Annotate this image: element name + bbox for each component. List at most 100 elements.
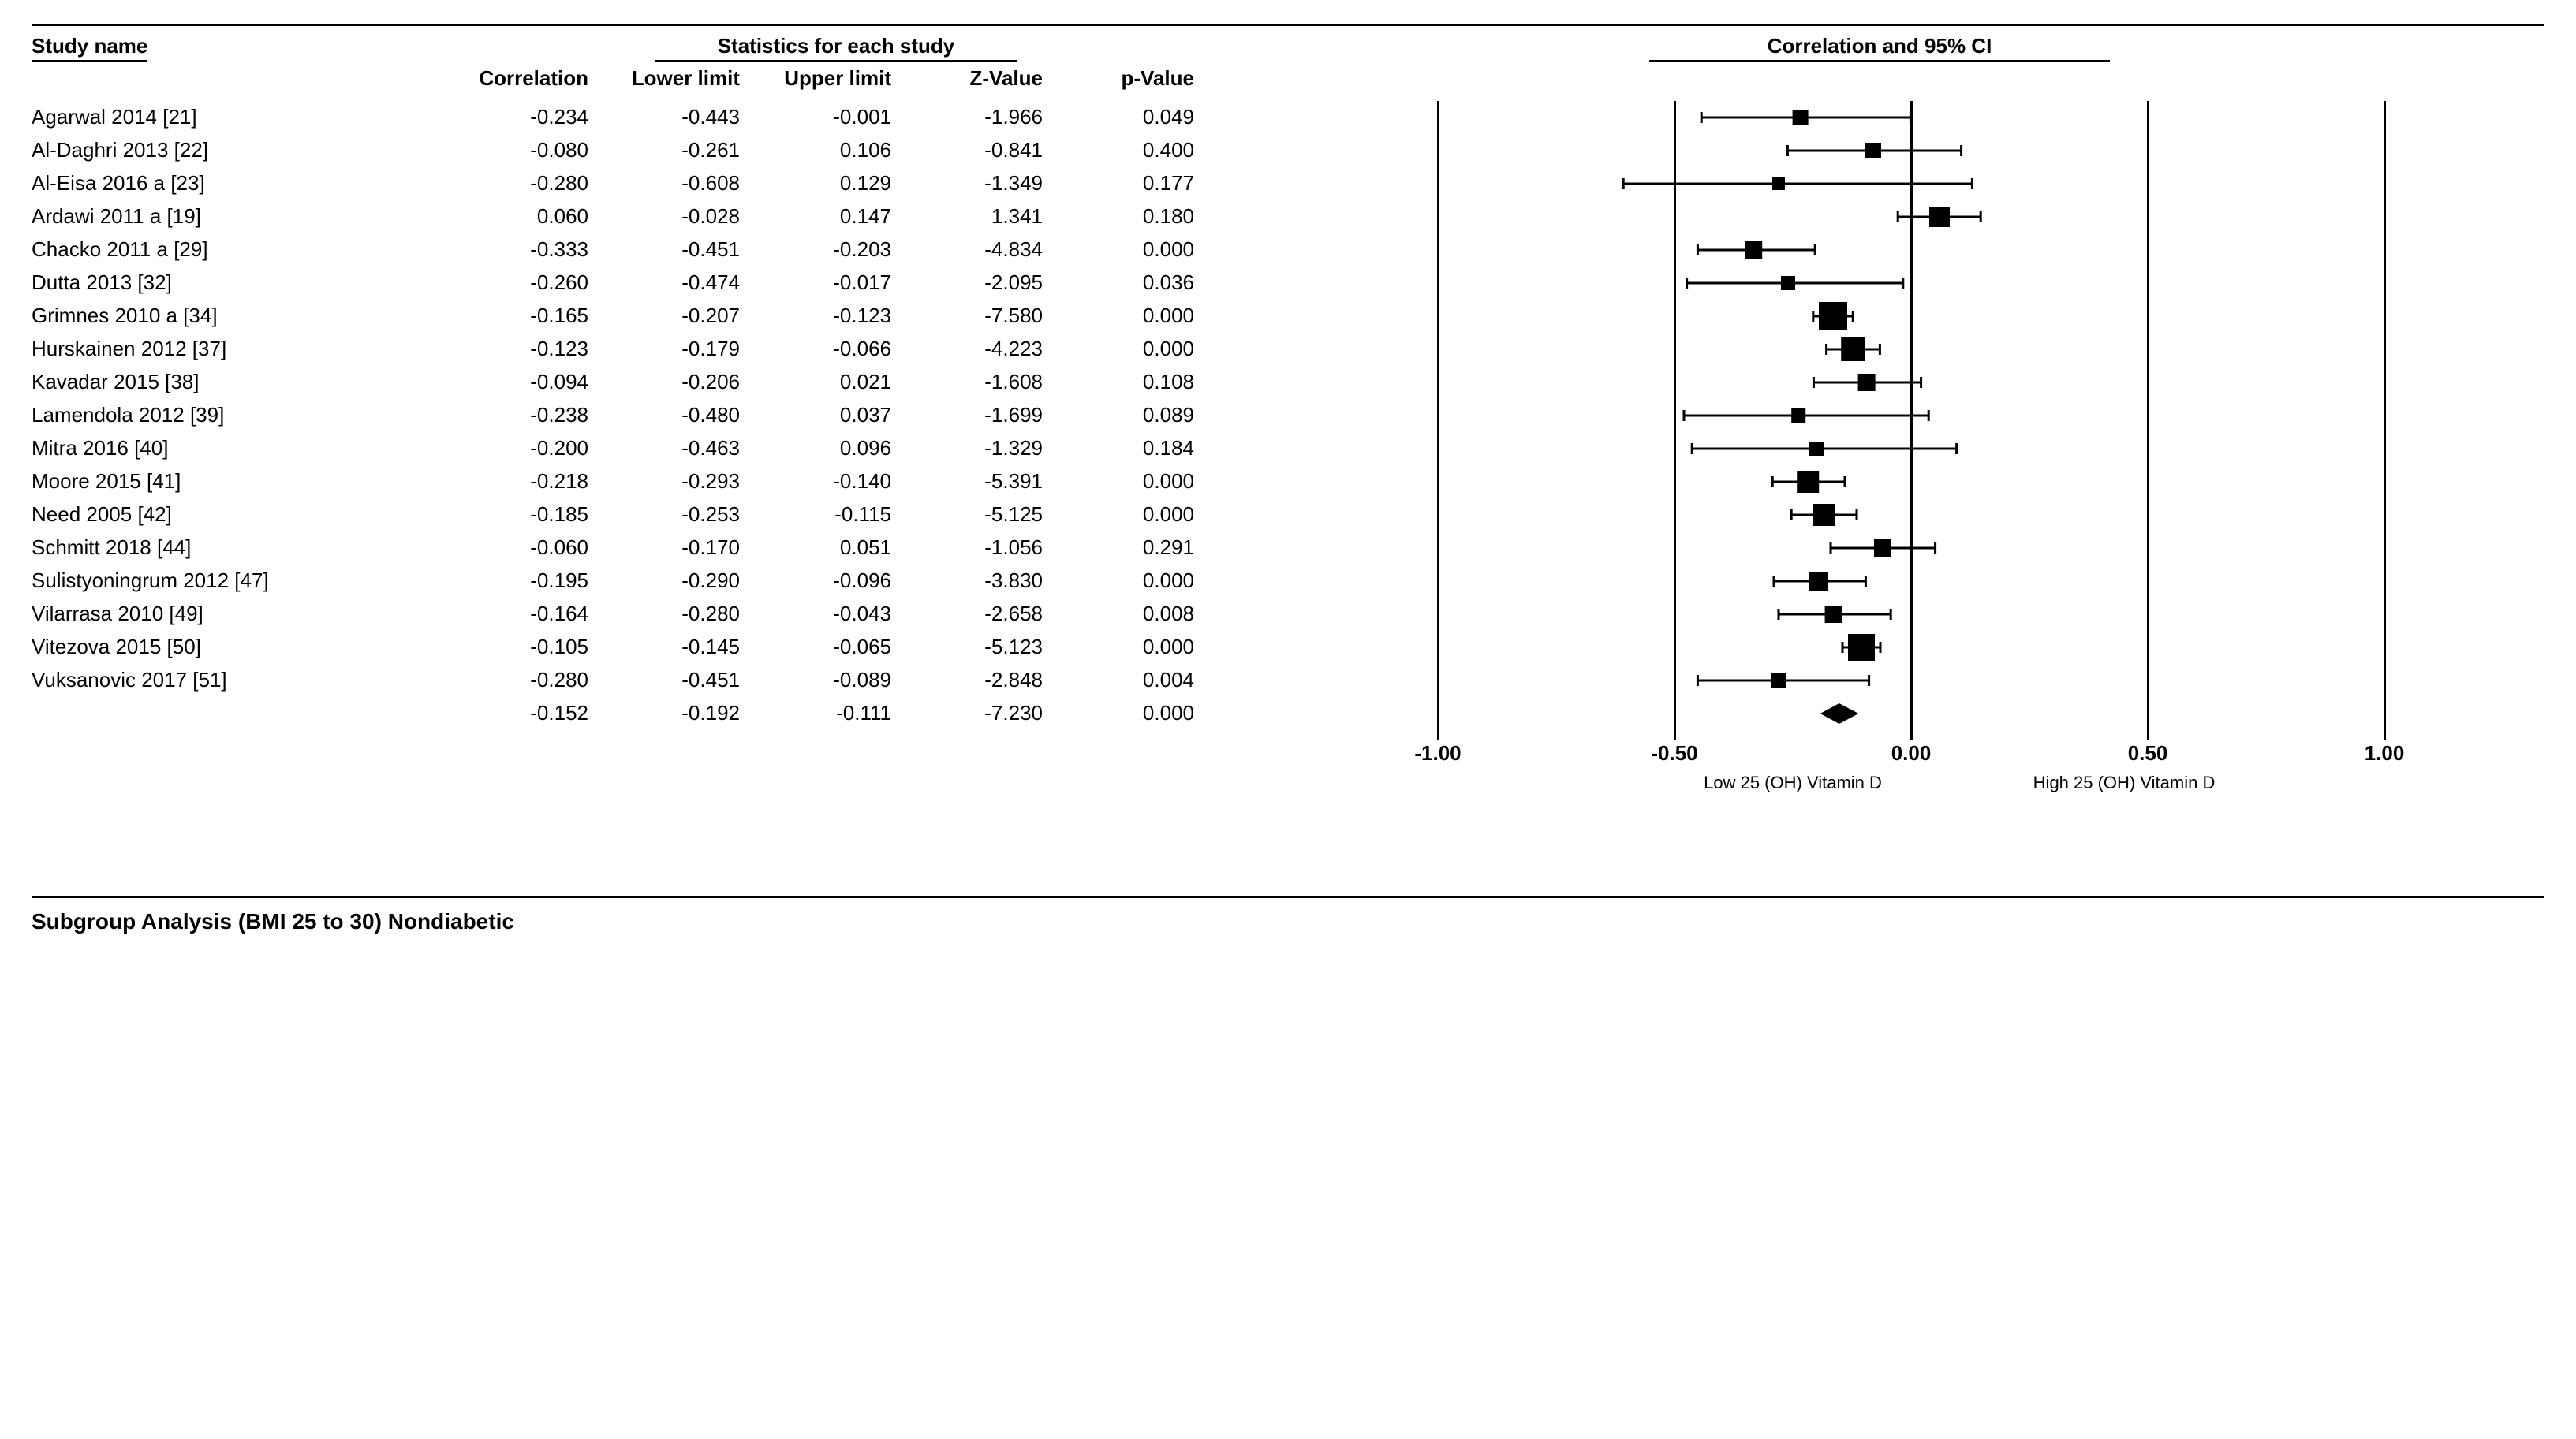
cell-upper: 0.037: [760, 403, 912, 427]
forest-row: [1438, 531, 2384, 565]
forest-row: [1438, 267, 2384, 300]
study-name: Vitezova 2015 [50]: [32, 635, 457, 659]
forest-row: [1438, 664, 2384, 697]
study-row: Ardawi 2011 a [19]0.060-0.0280.1471.3410…: [32, 200, 1215, 233]
cell-lower: -0.463: [609, 436, 760, 460]
forest-row: [1438, 366, 2384, 399]
cell-p: 0.036: [1063, 270, 1215, 295]
study-name: Agarwal 2014 [21]: [32, 105, 457, 129]
cell-lower: -0.261: [609, 138, 760, 162]
cell-lower: -0.179: [609, 337, 760, 361]
cell-corr: -0.200: [457, 436, 609, 460]
cell-upper: 0.106: [760, 138, 912, 162]
cell-corr: -0.280: [457, 668, 609, 692]
cell-lower: -0.290: [609, 569, 760, 593]
study-name: Schmitt 2018 [44]: [32, 535, 457, 560]
study-row: Al-Eisa 2016 a [23]-0.280-0.6080.129-1.3…: [32, 167, 1215, 200]
study-name: Hurskainen 2012 [37]: [32, 337, 457, 361]
cell-p: 0.004: [1063, 668, 1215, 692]
cell-z: -1.056: [912, 535, 1063, 560]
cell-upper: -0.066: [760, 337, 912, 361]
cell-upper: 0.021: [760, 370, 912, 394]
header-lower: Lower limit: [609, 67, 760, 90]
study-row: Kavadar 2015 [38]-0.094-0.2060.021-1.608…: [32, 366, 1215, 399]
study-name: Al-Eisa 2016 a [23]: [32, 171, 457, 196]
cell-lower: -0.206: [609, 370, 760, 394]
cell-corr: -0.094: [457, 370, 609, 394]
cell-upper: 0.147: [760, 204, 912, 229]
cell-corr: 0.060: [457, 204, 609, 229]
axis-tick-label: 0.00: [1891, 741, 1932, 766]
cell-z: -5.123: [912, 635, 1063, 659]
axis-caption-left: Low 25 (OH) Vitamin D: [1704, 773, 1882, 793]
axis-caption-right: High 25 (OH) Vitamin D: [2033, 773, 2216, 793]
study-name: Chacko 2011 a [29]: [32, 237, 457, 262]
study-row: Lamendola 2012 [39]-0.238-0.4800.037-1.6…: [32, 399, 1215, 432]
study-row: Need 2005 [42]-0.185-0.253-0.115-5.1250.…: [32, 498, 1215, 531]
cell-upper: -0.203: [760, 237, 912, 262]
top-rule: [32, 24, 2544, 26]
study-row: Sulistyoningrum 2012 [47]-0.195-0.290-0.…: [32, 565, 1215, 598]
cell-upper: -0.017: [760, 270, 912, 295]
cell-p: 0.000: [1063, 237, 1215, 262]
study-row: Schmitt 2018 [44]-0.060-0.1700.051-1.056…: [32, 531, 1215, 565]
cell-corr: -0.238: [457, 403, 609, 427]
cell-lower: -0.028: [609, 204, 760, 229]
cell-z: -1.349: [912, 171, 1063, 196]
forest-row: [1438, 233, 2384, 267]
cell-z: 1.341: [912, 204, 1063, 229]
cell-upper: 0.129: [760, 171, 912, 196]
cell-p: 0.291: [1063, 535, 1215, 560]
footer-title: Subgroup Analysis (BMI 25 to 30) Nondiab…: [32, 909, 514, 934]
cell-upper: -0.140: [760, 469, 912, 494]
cell-corr: -0.234: [457, 105, 609, 129]
cell-z: -5.125: [912, 502, 1063, 527]
forest-row: [1438, 333, 2384, 366]
cell-lower: -0.207: [609, 304, 760, 328]
cell-lower: -0.474: [609, 270, 760, 295]
study-row: Hurskainen 2012 [37]-0.123-0.179-0.066-4…: [32, 333, 1215, 366]
footer-separator: Subgroup Analysis (BMI 25 to 30) Nondiab…: [32, 896, 2544, 934]
cell-upper: -0.001: [760, 105, 912, 129]
cell-upper: -0.111: [760, 701, 912, 725]
study-name: Vuksanovic 2017 [51]: [32, 668, 457, 692]
cell-corr: -0.260: [457, 270, 609, 295]
study-row: Moore 2015 [41]-0.218-0.293-0.140-5.3910…: [32, 465, 1215, 498]
cell-p: 0.184: [1063, 436, 1215, 460]
cell-corr: -0.123: [457, 337, 609, 361]
forest-row: [1438, 134, 2384, 167]
cell-p: 0.400: [1063, 138, 1215, 162]
cell-lower: -0.192: [609, 701, 760, 725]
header-z: Z-Value: [912, 67, 1063, 90]
cell-upper: -0.065: [760, 635, 912, 659]
cell-z: -1.966: [912, 105, 1063, 129]
cell-p: 0.000: [1063, 569, 1215, 593]
cell-z: -1.608: [912, 370, 1063, 394]
axis-tick-label: -1.00: [1414, 741, 1461, 766]
cell-corr: -0.280: [457, 171, 609, 196]
cell-upper: 0.096: [760, 436, 912, 460]
study-row: Grimnes 2010 a [34]-0.165-0.207-0.123-7.…: [32, 300, 1215, 333]
forest-row: [1438, 631, 2384, 664]
cell-lower: -0.443: [609, 105, 760, 129]
axis-tick-label: -0.50: [1651, 741, 1697, 766]
cell-z: -2.095: [912, 270, 1063, 295]
cell-corr: -0.195: [457, 569, 609, 593]
cell-lower: -0.170: [609, 535, 760, 560]
axis-tick-label: 1.00: [2365, 741, 2405, 766]
axis-tick-label: 0.50: [2128, 741, 2168, 766]
cell-p: 0.000: [1063, 469, 1215, 494]
forest-row: [1438, 101, 2384, 134]
forest-row: [1438, 498, 2384, 531]
forest-summary: [1438, 697, 2384, 730]
study-row: Al-Daghri 2013 [22]-0.080-0.2610.106-0.8…: [32, 134, 1215, 167]
cell-lower: -0.608: [609, 171, 760, 196]
header-p: p-Value: [1063, 67, 1215, 90]
cell-corr: -0.080: [457, 138, 609, 162]
study-row: Vilarrasa 2010 [49]-0.164-0.280-0.043-2.…: [32, 598, 1215, 631]
cell-z: -2.848: [912, 668, 1063, 692]
study-row: Dutta 2013 [32]-0.260-0.474-0.017-2.0950…: [32, 267, 1215, 300]
cell-upper: -0.115: [760, 502, 912, 527]
cell-corr: -0.060: [457, 535, 609, 560]
cell-p: 0.049: [1063, 105, 1215, 129]
